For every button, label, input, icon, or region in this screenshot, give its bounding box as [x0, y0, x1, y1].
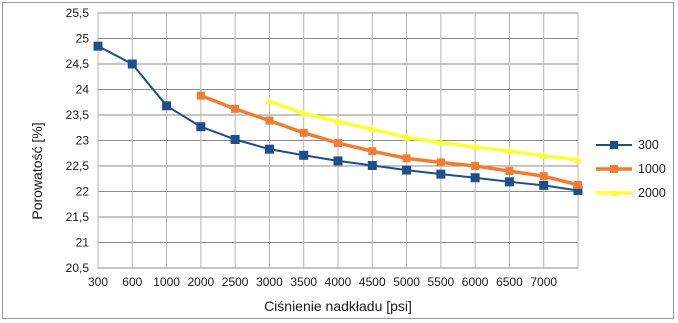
- data-point: [470, 173, 480, 183]
- data-point: [162, 101, 172, 111]
- x-tick-label: 1000: [153, 275, 180, 289]
- data-point: [505, 167, 514, 176]
- y-tick-label: 24,5: [66, 57, 90, 71]
- data-point: [334, 139, 342, 148]
- x-tick-label: 6500: [496, 275, 523, 289]
- data-point: [196, 122, 206, 132]
- legend-item-1000: 1000: [596, 162, 666, 176]
- data-point: [299, 109, 308, 117]
- legend-marker: [610, 141, 618, 149]
- legend-item-300: 300: [596, 138, 659, 152]
- legend: 300 1000 2000: [596, 138, 666, 200]
- data-point: [93, 41, 103, 51]
- data-point: [265, 116, 274, 125]
- y-tick-label: 23: [76, 134, 90, 148]
- data-point: [436, 158, 445, 167]
- grid-lines: [97, 12, 579, 269]
- y-tick-label: 21,5: [66, 210, 90, 224]
- x-tick-label: 3000: [256, 275, 283, 289]
- data-point: [539, 151, 548, 159]
- x-axis-tick-labels: 300 600 1000 2000 2500 3000 3500 4000 4500 5000 55…: [88, 275, 557, 289]
- data-point: [368, 147, 377, 156]
- data-point: [127, 59, 137, 69]
- data-point: [539, 180, 549, 190]
- y-tick-label: 21: [76, 236, 90, 250]
- data-point: [574, 180, 582, 189]
- data-point: [402, 133, 411, 141]
- data-point: [402, 165, 412, 175]
- data-point: [230, 134, 240, 144]
- data-point: [573, 185, 583, 195]
- data-point: [196, 91, 205, 100]
- y-tick-label: 24: [76, 83, 90, 97]
- data-point: [471, 162, 480, 170]
- x-tick-label: 3500: [290, 275, 317, 289]
- data-point: [402, 154, 411, 163]
- y-tick-label: 22: [76, 185, 90, 199]
- series-line-2000: [268, 99, 579, 162]
- y-tick-label: 20,5: [66, 261, 90, 275]
- x-tick-label: 600: [122, 275, 142, 289]
- legend-marker: [610, 165, 618, 173]
- data-point: [299, 128, 308, 137]
- data-point: [334, 117, 342, 125]
- legend-label: 1000: [638, 162, 666, 176]
- legend-label: 300: [638, 138, 659, 152]
- x-tick-label: 2000: [188, 275, 215, 289]
- x-tick-label: 5500: [428, 275, 455, 289]
- series-1000: [196, 91, 582, 189]
- data-point: [539, 172, 548, 181]
- series-line-1000: [200, 93, 579, 187]
- data-point: [368, 125, 377, 133]
- data-point: [265, 97, 274, 105]
- data-point: [574, 155, 582, 164]
- data-point: [299, 150, 309, 160]
- data-point: [264, 144, 274, 154]
- legend-marker: [610, 189, 618, 197]
- y-tick-label: 22,5: [66, 159, 90, 173]
- y-tick-label: 25,5: [66, 6, 90, 20]
- data-point: [504, 177, 514, 187]
- y-axis-title: Porowatość [%]: [29, 122, 45, 219]
- x-tick-label: 6000: [462, 275, 489, 289]
- x-tick-label: 2500: [222, 275, 249, 289]
- data-point: [471, 143, 480, 151]
- x-tick-label: 5000: [393, 275, 420, 289]
- data-series: [93, 41, 583, 195]
- y-tick-label: 25: [76, 32, 90, 46]
- x-tick-label: 7000: [530, 275, 557, 289]
- legend-item-2000: 2000: [596, 186, 666, 200]
- data-point: [367, 160, 377, 170]
- y-axis-tick-labels: 20,5 21 21,5 22 22,5 23 23,5 24 24,5 25 25,5: [66, 6, 90, 275]
- x-tick-label: 4000: [325, 275, 352, 289]
- data-point: [505, 147, 514, 155]
- series-2000: [265, 97, 582, 164]
- x-axis-title: Ciśnienie nadkładu [psi]: [264, 298, 412, 314]
- x-tick-label: 300: [88, 275, 108, 289]
- legend-label: 2000: [638, 186, 666, 200]
- data-point: [333, 156, 343, 166]
- data-point: [231, 104, 240, 113]
- data-point: [436, 138, 445, 146]
- y-tick-label: 23,5: [66, 108, 90, 122]
- x-tick-label: 4500: [359, 275, 386, 289]
- series-300: [93, 41, 583, 195]
- data-point: [436, 169, 446, 179]
